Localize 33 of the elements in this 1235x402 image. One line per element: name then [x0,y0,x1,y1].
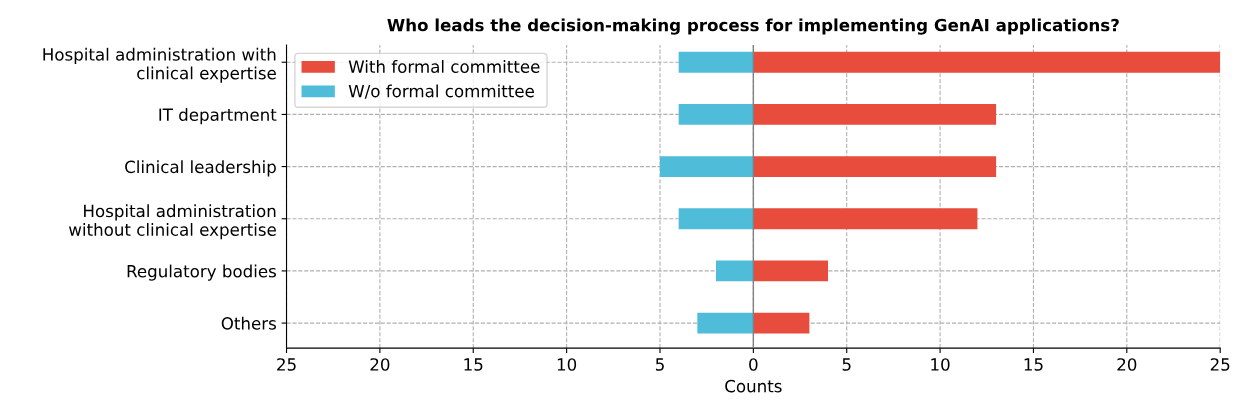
x-tick-label: 10 [557,358,577,371]
x-axis-title: Counts [725,379,782,393]
bar [716,260,754,282]
y-tick-label: Others [221,316,276,330]
bar [753,103,997,125]
y-tick-label: IT department [159,108,277,125]
y-tick-label: Hospital administration without clinical expertise [69,204,276,240]
y-tick-label: Regulatory bodies [127,264,276,281]
x-tick-label: 0 [749,358,758,371]
bar [678,51,754,73]
x-tick-label: 20 [1117,358,1137,371]
x-tick-label: 5 [842,358,851,371]
bar [678,208,754,230]
x-tick-label: 20 [370,358,390,371]
bar [753,51,1221,73]
chart-title: Who leads the decision-making process for implementing GenAI applications? [387,18,1119,35]
x-tick-label: 25 [277,358,296,371]
bar [753,260,829,282]
y-tick-label: Hospital administration with clinical expertise [43,47,276,83]
x-tick-label: 5 [655,358,664,371]
x-tick-label: 15 [1024,358,1043,371]
bar [753,312,810,334]
legend-label: With formal committee [348,60,540,73]
x-tick-label: 15 [464,358,483,371]
y-tick-label: Clinical leadership [125,160,276,177]
bar [678,103,754,125]
bar [753,208,978,230]
x-tick-label: 25 [1210,358,1230,371]
x-tick-label: 10 [931,358,950,371]
legend-label: W/o formal committee [348,84,534,99]
bar [659,156,754,178]
bar [697,312,754,334]
bar [753,156,997,178]
